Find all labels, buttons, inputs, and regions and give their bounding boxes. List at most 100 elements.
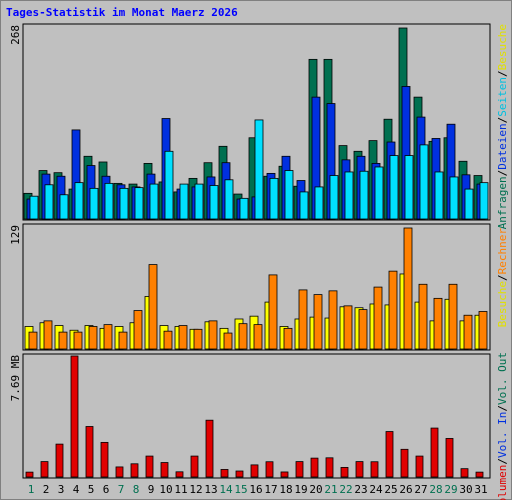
volume-bar-volumen-31: [475, 471, 484, 478]
requests-bar-seiten-17: [269, 177, 279, 220]
requests-bar-seiten-6: [104, 182, 114, 220]
volume-bar-volumen-13: [205, 419, 214, 478]
requests-bar-seiten-23: [359, 170, 369, 220]
x-tick-label-28: 28: [429, 483, 442, 496]
visits-bar-rechner-27: [418, 283, 428, 350]
volume-bar-volumen-16: [250, 464, 259, 478]
legend-sep: /: [496, 458, 509, 465]
x-tick-label-20: 20: [309, 483, 322, 496]
x-tick-label-9: 9: [148, 483, 155, 496]
requests-bar-seiten-19: [299, 191, 309, 220]
volume-bar-volumen-20: [310, 457, 319, 478]
visits-bar-rechner-7: [118, 331, 128, 350]
volume-bar-volumen-2: [40, 461, 49, 478]
volume-bar-volumen-30: [460, 468, 469, 478]
visits-bar-rechner-8: [133, 310, 143, 350]
requests-bar-seiten-5: [89, 187, 99, 220]
volume-bar-volumen-18: [280, 471, 289, 478]
x-tick-label-16: 16: [249, 483, 262, 496]
requests-bar-seiten-7: [119, 187, 129, 220]
x-tick-label-31: 31: [474, 483, 487, 496]
legend-sep: /: [496, 117, 509, 124]
volume-bar-volumen-1: [25, 471, 34, 478]
volume-bar-volumen-12: [190, 455, 199, 478]
x-tick-label-17: 17: [264, 483, 277, 496]
x-tick-label-24: 24: [369, 483, 383, 496]
requests-bar-seiten-28: [434, 171, 444, 220]
requests-bar-seiten-22: [344, 171, 354, 220]
x-tick-label-8: 8: [133, 483, 140, 496]
volume-bar-volumen-26: [400, 448, 409, 478]
volume-bar-volumen-10: [160, 462, 169, 478]
visits-bar-rechner-26: [403, 227, 413, 350]
x-tick-label-14: 14: [219, 483, 233, 496]
requests-bar-seiten-21: [329, 175, 339, 220]
volume-bar-volumen-5: [85, 426, 94, 478]
legend-volumen: Volumen: [496, 465, 509, 500]
visits-bars: [24, 227, 488, 350]
x-tick-label-4: 4: [73, 483, 80, 496]
legend-anfragen: Anfragen: [496, 176, 509, 229]
volume-bar-volumen-7: [115, 466, 124, 478]
visits-bar-rechner-30: [463, 314, 473, 350]
visits-bar-rechner-9: [148, 264, 158, 350]
chart-title: Tages-Statistik im Monat Maerz 2026: [6, 6, 238, 19]
visits-bar-rechner-4: [73, 331, 83, 350]
visits-bar-rechner-5: [88, 326, 98, 350]
right-legend-volume: Volumen/Vol. In/Vol. Out: [496, 352, 509, 500]
x-tick-label-30: 30: [459, 483, 472, 496]
x-tick-label-13: 13: [204, 483, 217, 496]
visits-bar-rechner-3: [58, 331, 68, 350]
volume-bar-volumen-15: [235, 470, 244, 478]
legend-besuche-2: Besuche: [496, 281, 509, 327]
visits-bar-rechner-16: [253, 324, 263, 350]
requests-bar-seiten-11: [179, 183, 189, 220]
visits-bar-rechner-21: [328, 290, 338, 350]
requests-bar-seiten-16: [254, 119, 264, 220]
x-tick-label-27: 27: [414, 483, 427, 496]
volume-bar-volumen-23: [355, 461, 364, 478]
visits-bar-rechner-31: [478, 311, 488, 350]
requests-bar-seiten-8: [134, 187, 144, 220]
visits-bar-rechner-1: [28, 331, 38, 350]
requests-bar-seiten-18: [284, 170, 294, 220]
volume-bar-volumen-19: [295, 461, 304, 478]
requests-bar-seiten-15: [239, 197, 249, 220]
volume-bar-volumen-17: [265, 461, 274, 478]
y-max-label-visits: 129: [9, 225, 22, 245]
volume-bar-volumen-11: [175, 471, 184, 478]
volume-bar-volumen-25: [385, 431, 394, 478]
x-tick-label-6: 6: [103, 483, 110, 496]
requests-bar-seiten-3: [59, 194, 69, 220]
legend-dateien: Dateien: [496, 123, 509, 169]
visits-bar-rechner-2: [43, 320, 53, 350]
right-legend-requests: Anfragen/Dateien/Seiten/Besuche: [496, 24, 509, 229]
x-tick-label-18: 18: [279, 483, 292, 496]
y-max-label-requests: 268: [9, 25, 22, 45]
visits-bar-rechner-13: [208, 320, 218, 350]
visits-bar-rechner-10: [163, 330, 173, 350]
visits-bar-rechner-24: [373, 286, 383, 350]
visits-bar-rechner-25: [388, 270, 398, 350]
x-tick-label-5: 5: [88, 483, 95, 496]
visits-bar-rechner-6: [103, 324, 113, 350]
requests-bar-seiten-31: [479, 182, 489, 220]
requests-bar-seiten-25: [389, 155, 399, 220]
requests-bar-seiten-27: [419, 144, 429, 220]
volume-bars: [25, 355, 484, 478]
volume-bar-volumen-21: [325, 457, 334, 478]
x-tick-label-1: 1: [28, 483, 35, 496]
requests-bar-seiten-26: [404, 155, 414, 220]
x-tick-label-7: 7: [118, 483, 125, 496]
volume-bar-volumen-9: [145, 455, 154, 478]
volume-bar-volumen-28: [430, 427, 439, 478]
requests-bar-seiten-10: [164, 150, 174, 220]
x-tick-label-22: 22: [339, 483, 352, 496]
visits-bar-rechner-20: [313, 294, 323, 350]
legend-sep: /: [496, 274, 509, 281]
legend-sep: /: [496, 70, 509, 77]
requests-bar-seiten-12: [194, 183, 204, 220]
visits-bar-rechner-11: [178, 325, 188, 350]
legend-besuche: Besuche: [496, 24, 509, 70]
visits-bar-rechner-17: [268, 274, 278, 350]
